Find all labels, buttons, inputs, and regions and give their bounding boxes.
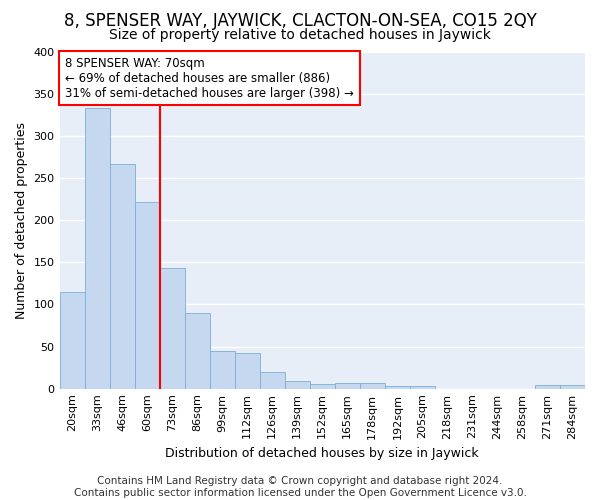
Y-axis label: Number of detached properties: Number of detached properties xyxy=(15,122,28,318)
Bar xyxy=(410,386,435,388)
Bar xyxy=(85,108,110,388)
Bar xyxy=(560,386,585,388)
Bar xyxy=(360,383,385,388)
Bar xyxy=(235,354,260,388)
Bar xyxy=(209,350,235,389)
Bar xyxy=(285,381,310,388)
Bar xyxy=(134,202,160,388)
Text: Size of property relative to detached houses in Jaywick: Size of property relative to detached ho… xyxy=(109,28,491,42)
Bar xyxy=(335,383,360,388)
Text: Contains HM Land Registry data © Crown copyright and database right 2024.
Contai: Contains HM Land Registry data © Crown c… xyxy=(74,476,526,498)
Bar xyxy=(260,372,285,388)
Bar xyxy=(535,386,560,388)
Text: 8 SPENSER WAY: 70sqm
← 69% of detached houses are smaller (886)
31% of semi-deta: 8 SPENSER WAY: 70sqm ← 69% of detached h… xyxy=(65,56,353,100)
Bar xyxy=(185,313,209,388)
Bar xyxy=(160,268,185,388)
Bar xyxy=(110,164,134,388)
X-axis label: Distribution of detached houses by size in Jaywick: Distribution of detached houses by size … xyxy=(166,447,479,460)
Bar xyxy=(59,292,85,388)
Bar xyxy=(310,384,335,388)
Bar xyxy=(385,386,410,388)
Text: 8, SPENSER WAY, JAYWICK, CLACTON-ON-SEA, CO15 2QY: 8, SPENSER WAY, JAYWICK, CLACTON-ON-SEA,… xyxy=(64,12,536,30)
